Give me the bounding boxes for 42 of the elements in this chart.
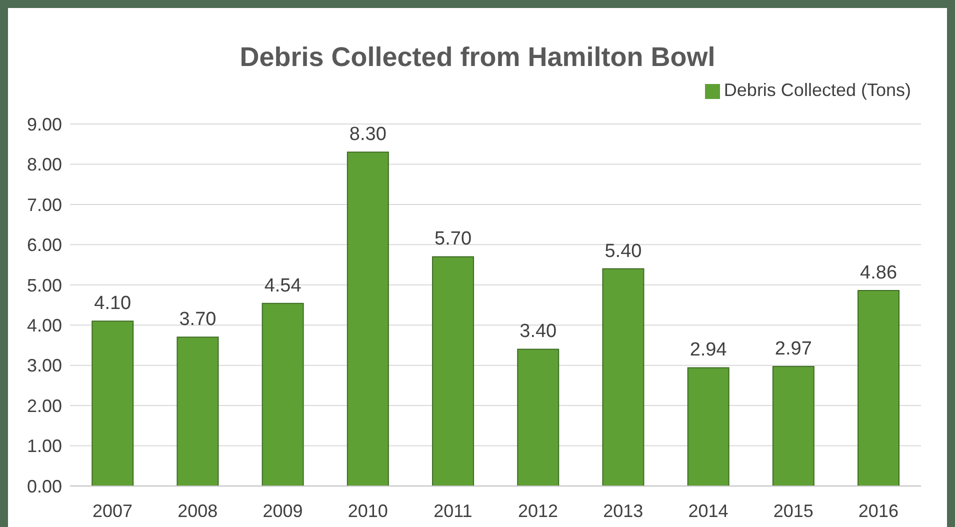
y-tick-label: 5.00 xyxy=(26,275,62,296)
bar xyxy=(858,290,900,486)
y-tick-label: 8.00 xyxy=(26,154,62,175)
x-tick-label: 2009 xyxy=(262,500,303,521)
legend-label: Debris Collected (Tons) xyxy=(724,80,911,100)
x-tick-label: 2016 xyxy=(858,500,898,521)
y-tick-label: 1.00 xyxy=(26,436,62,456)
bar xyxy=(517,348,560,486)
bar xyxy=(92,320,134,486)
bar xyxy=(602,268,644,486)
data-label: 4.10 xyxy=(94,293,132,314)
bar xyxy=(176,336,219,486)
bar xyxy=(262,302,304,486)
data-label: 8.30 xyxy=(349,124,386,146)
data-label: 5.70 xyxy=(434,228,472,250)
y-tick-label: 9.00 xyxy=(26,114,62,134)
bar xyxy=(346,152,389,486)
y-tick-label: 4.00 xyxy=(26,316,62,336)
data-label: 4.54 xyxy=(264,275,302,296)
x-tick-label: 2011 xyxy=(434,500,472,521)
chart-title: Debris Collected from Hamilton Bowl xyxy=(238,42,716,73)
x-tick-label: 2013 xyxy=(603,500,644,521)
x-tick-label: 2012 xyxy=(518,500,558,521)
x-tick-label: 2007 xyxy=(92,500,133,521)
data-label: 2.97 xyxy=(774,338,812,360)
y-tick-label: 0.00 xyxy=(26,476,62,496)
x-tick-label: 2010 xyxy=(348,500,388,521)
x-tick-label: 2008 xyxy=(178,500,218,521)
data-label: 4.86 xyxy=(860,262,898,284)
x-tick-label: 2014 xyxy=(688,500,728,521)
bar xyxy=(687,367,730,486)
data-label: 2.94 xyxy=(690,340,728,361)
bar xyxy=(432,256,474,486)
y-tick-label: 2.00 xyxy=(26,396,62,416)
x-tick-label: 2015 xyxy=(773,500,814,521)
y-tick-label: 7.00 xyxy=(26,194,62,215)
bar xyxy=(772,366,814,486)
data-label: 3.40 xyxy=(520,321,557,342)
data-label: 5.40 xyxy=(604,240,642,262)
y-tick-label: 6.00 xyxy=(26,235,62,256)
y-tick-label: 3.00 xyxy=(26,356,62,376)
data-label: 3.70 xyxy=(179,309,216,330)
